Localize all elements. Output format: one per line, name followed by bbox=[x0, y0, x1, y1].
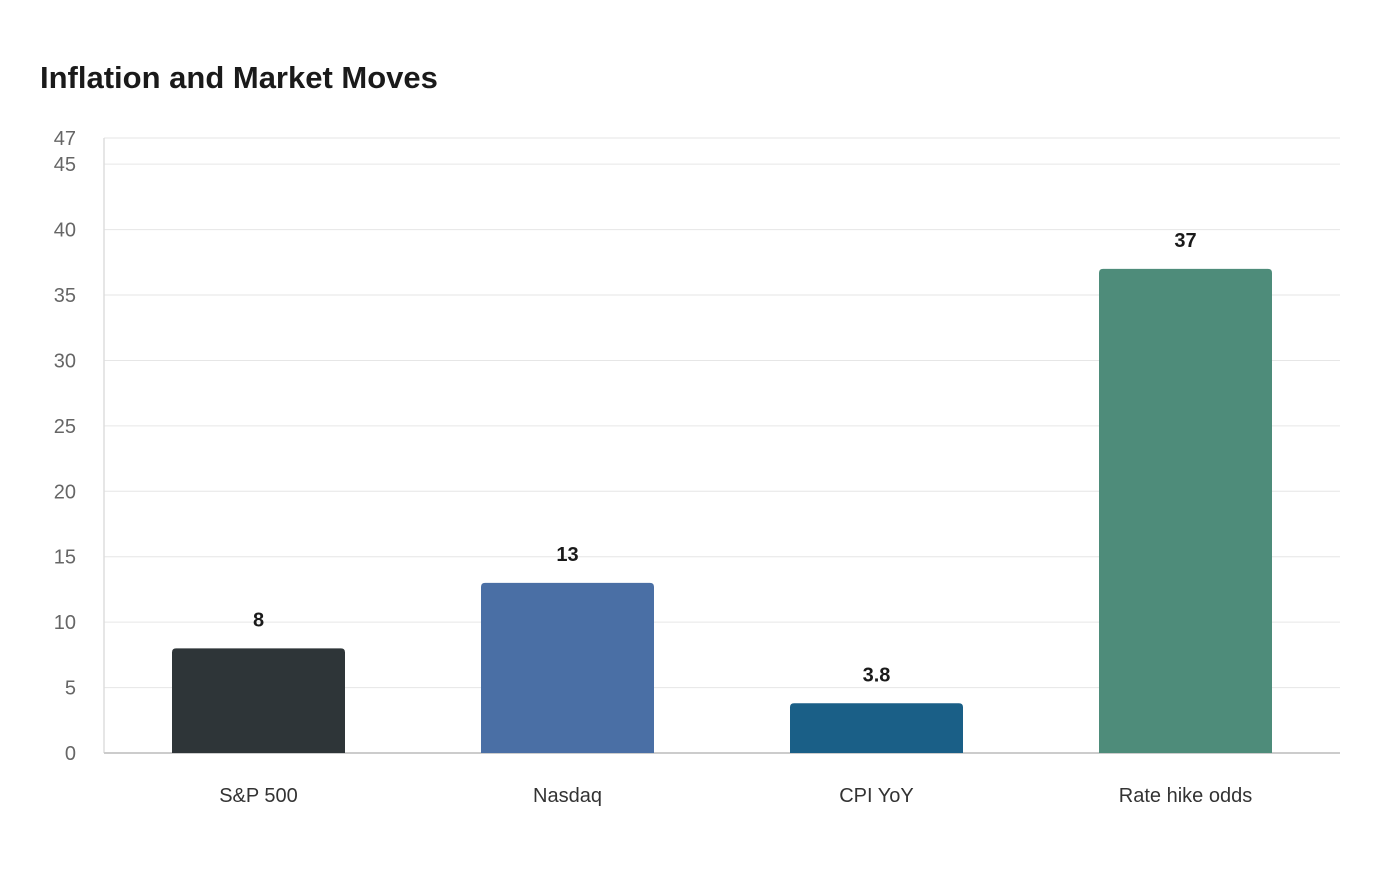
category-label: Nasdaq bbox=[533, 785, 602, 807]
y-tick-labels: 0 5 10 15 20 25 30 35 40 45 47 bbox=[54, 128, 76, 765]
y-tick-label: 45 bbox=[54, 154, 76, 176]
y-tick-label: 40 bbox=[54, 220, 76, 242]
category-label: Rate hike odds bbox=[1119, 785, 1252, 807]
bar-s-p-500 bbox=[172, 648, 345, 753]
bar-rate-hike-odds bbox=[1099, 268, 1272, 753]
category-label: CPI YoY bbox=[839, 785, 914, 807]
y-tick-label: 10 bbox=[54, 612, 76, 634]
bar-cpi-yoy bbox=[790, 703, 963, 753]
y-tick-label: 5 bbox=[65, 678, 76, 700]
chart-title: Inflation and Market Moves bbox=[40, 60, 438, 95]
value-label: 13 bbox=[556, 544, 578, 566]
category-label: S&P 500 bbox=[219, 785, 298, 807]
y-tick-label: 30 bbox=[54, 350, 76, 372]
y-tick-label: 25 bbox=[54, 416, 76, 438]
category-labels: S&P 500 Nasdaq CPI YoY Rate hike odds bbox=[219, 785, 1252, 807]
value-label: 8 bbox=[253, 609, 264, 631]
value-label: 37 bbox=[1174, 230, 1196, 252]
y-tick-label: 20 bbox=[54, 481, 76, 503]
y-tick-label: 0 bbox=[65, 743, 76, 765]
bars bbox=[172, 268, 1272, 753]
y-tick-label: 15 bbox=[54, 547, 76, 569]
value-labels: 8 13 3.8 37 bbox=[253, 230, 1197, 686]
bar-nasdaq bbox=[481, 582, 654, 753]
y-tick-label: 35 bbox=[54, 285, 76, 307]
y-tick-label: 47 bbox=[54, 128, 76, 150]
value-label: 3.8 bbox=[863, 664, 891, 686]
